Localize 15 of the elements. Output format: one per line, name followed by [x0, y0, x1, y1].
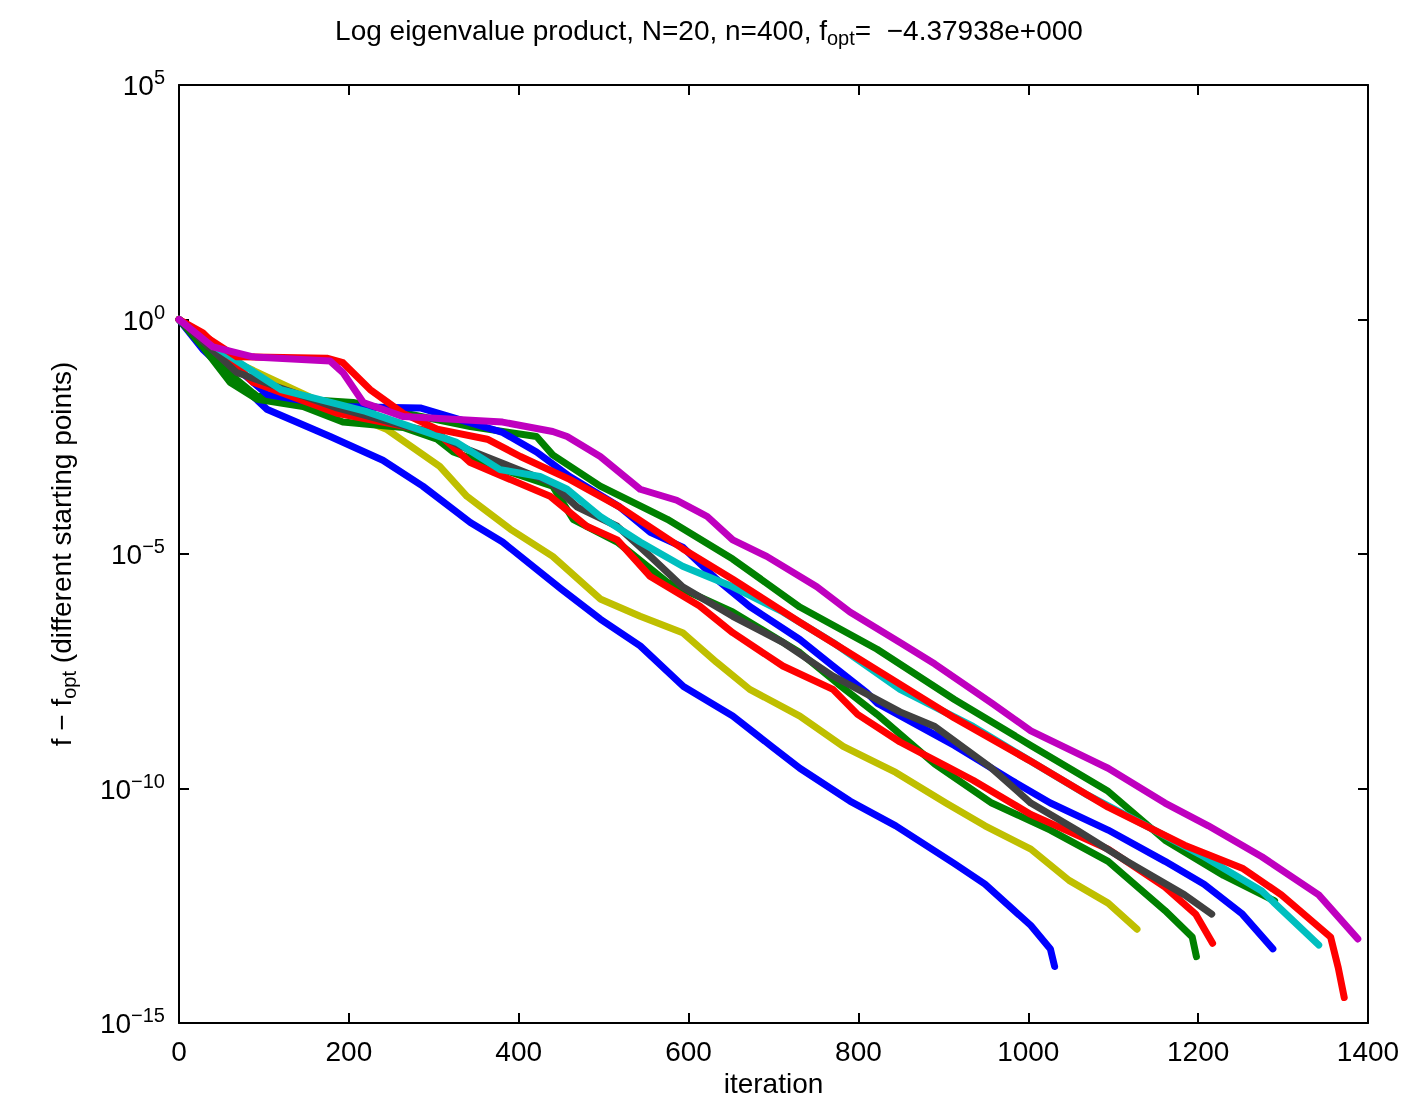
y-tick-label: 10$^{−5}$	[111, 535, 165, 570]
y-tick-label: 10$^{−15}$	[99, 1004, 165, 1039]
x-tick-label: 0	[171, 1035, 187, 1067]
y-tick-label: 10$^{5}$	[122, 66, 165, 101]
x-tick-label: 200	[325, 1035, 373, 1067]
x-tick-label: 600	[665, 1035, 712, 1067]
x-axis-title: iteration	[723, 1068, 824, 1100]
y-tick-label: 10$^{−10}$	[99, 769, 165, 805]
x-tick-label: 1000	[997, 1035, 1060, 1067]
x-tick-label: 400	[495, 1035, 543, 1067]
x-tick-label: 1400	[1336, 1035, 1400, 1067]
x-tick-label: 1200	[1166, 1035, 1230, 1067]
y-axis-title: f − fopt (different starting points)	[45, 361, 80, 747]
y-tick-label: 10$^{0}$	[122, 300, 165, 336]
x-tick-label: 800	[835, 1035, 882, 1067]
